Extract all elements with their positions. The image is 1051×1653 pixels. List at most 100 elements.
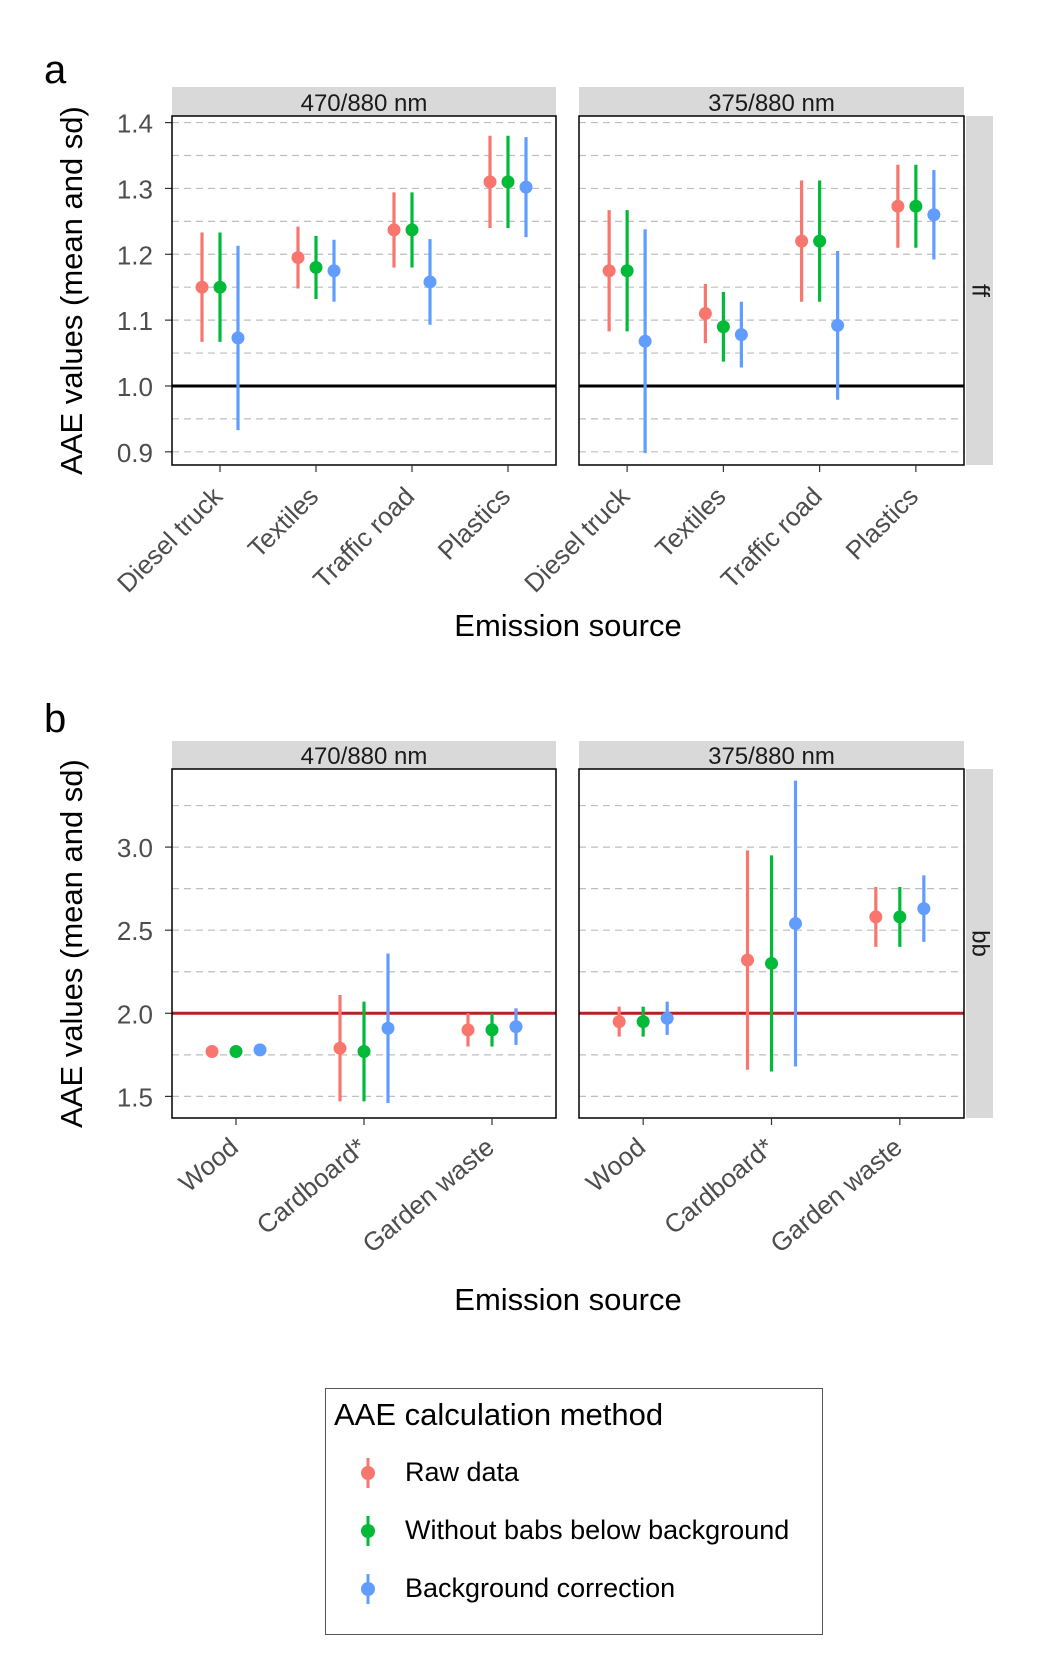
legend-key-background-correction [361,1574,375,1604]
x-tick-label: Textiles [242,481,325,564]
data-point [638,334,652,348]
x-tick-label: Diesel truck [518,480,636,598]
data-point [660,1011,674,1025]
x-tick-label: Garden waste [764,1132,907,1259]
y-tick-label: 2.5 [117,916,153,946]
y-tick-label: 1.0 [117,372,153,402]
facet-strip-label: 375/880 nm [708,743,835,770]
data-point [253,1043,267,1057]
data-point [461,1023,475,1037]
data-point [501,175,515,189]
y-tick-label: 0.9 [117,438,153,468]
row-strip [966,116,993,465]
data-point [602,264,616,278]
data-point [387,223,401,237]
x-tick-label: Plastics [432,481,517,566]
data-point [195,280,209,294]
data-point [789,917,802,931]
legend-key-dot [361,1524,375,1538]
row-strip-label: ff [967,284,994,297]
panel-border [578,115,965,466]
x-tick-label: Diesel truck [111,480,229,598]
facet-strip [172,741,556,769]
x-tick-label: Traffic road [307,481,420,594]
data-point [291,251,305,265]
y-tick-label: 1.4 [117,109,153,139]
data-point [327,264,341,278]
data-point [612,1015,626,1029]
data-point [309,260,323,274]
data-point [213,280,227,294]
legend-key-raw-data [361,1458,375,1488]
legend-key-dot [361,1582,375,1596]
data-point [869,910,883,924]
y-tick-label: 2.0 [117,999,153,1029]
legend: AAE calculation method Raw data Without … [325,1388,823,1635]
legend-title: AAE calculation method [334,1397,664,1432]
y-axis-title: AAE values (mean and sd) [54,759,89,1128]
facet-strip-label: 375/880 nm [708,90,835,117]
legend-item-raw-data: Raw data [326,1448,822,1498]
legend-item-without-babs: Without babs below background [326,1506,822,1556]
panel-tag: b [44,697,66,741]
data-point [620,264,634,278]
facet-strip [172,87,556,116]
x-tick-label: Plastics [840,481,925,566]
data-point [636,1015,650,1029]
data-point [483,175,497,189]
data-point [795,234,809,248]
panel-tag: a [44,48,67,92]
row-strip [966,769,993,1118]
data-point [381,1021,395,1035]
data-point [205,1045,219,1059]
panel-border [171,115,557,466]
facet-strip [579,741,964,769]
data-point [716,320,730,334]
data-point [734,328,748,342]
data-point [485,1023,499,1037]
x-tick-label: Wood [173,1132,244,1198]
data-point [231,331,245,345]
data-point [405,223,419,237]
data-point [357,1045,371,1059]
y-axis-title: AAE values (mean and sd) [54,106,89,475]
legend-label-raw-data: Raw data [405,1457,520,1487]
data-point [891,199,905,213]
legend-key-dot [361,1466,375,1480]
x-tick-label: Traffic road [715,481,828,594]
y-tick-label: 1.1 [117,306,153,336]
data-point [831,318,845,332]
data-point [917,902,931,916]
x-tick-label: Wood [580,1132,651,1198]
legend-key-without-babs [361,1516,375,1546]
data-point [765,956,778,970]
data-point [519,180,533,194]
data-point [423,275,437,289]
y-tick-label: 1.3 [117,174,153,204]
y-tick-label: 1.2 [117,240,153,270]
x-tick-label: Garden waste [357,1132,500,1259]
data-point [333,1041,347,1055]
legend-label-background-correction: Background correction [405,1573,676,1603]
data-point [229,1045,243,1059]
facet-strip-label: 470/880 nm [301,90,428,117]
x-tick-label: Textiles [649,481,732,564]
data-point [698,307,712,321]
x-tick-label: Cardboard* [658,1132,779,1240]
legend-item-background-correction: Background correction [326,1564,822,1614]
data-point [909,199,923,213]
facet-strip [579,87,964,116]
data-point [927,208,941,222]
x-axis-title: Emission source [454,608,681,643]
data-point [893,910,907,924]
data-point [813,234,827,248]
y-tick-label: 1.5 [117,1082,153,1112]
x-tick-label: Cardboard* [251,1132,372,1240]
y-tick-label: 3.0 [117,833,153,863]
data-point [741,953,754,967]
data-point [509,1020,523,1034]
row-strip-label: bb [967,930,994,957]
legend-label-without-babs: Without babs below background [405,1515,790,1545]
facet-strip-label: 470/880 nm [301,743,428,770]
